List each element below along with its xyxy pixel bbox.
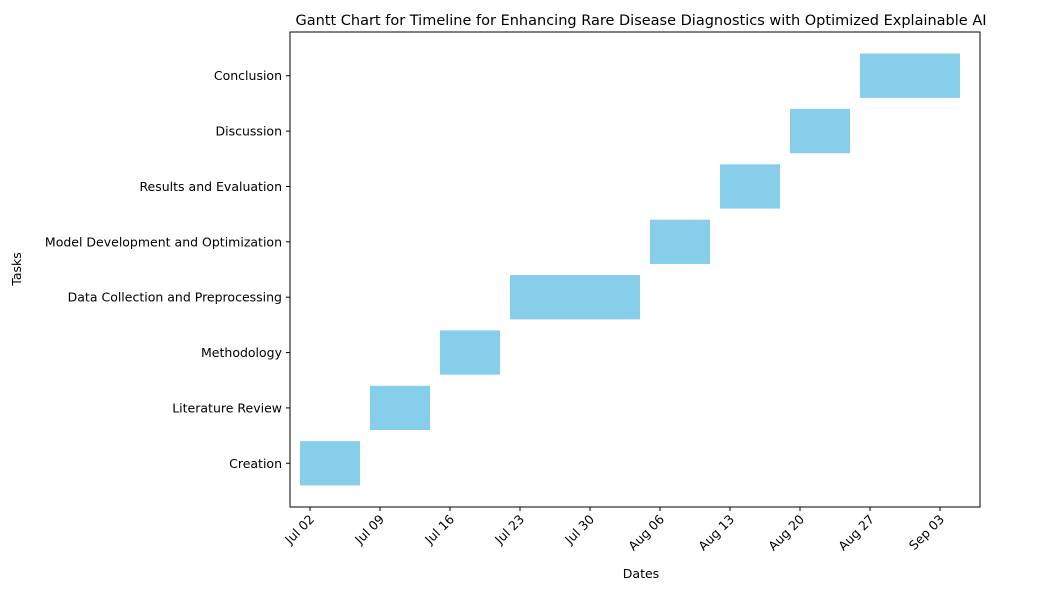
- y-tick-label: Methodology: [201, 345, 283, 360]
- y-tick-label: Creation: [229, 456, 282, 471]
- y-tick-label: Literature Review: [172, 400, 282, 415]
- x-tick-label: Aug 20: [765, 511, 807, 553]
- y-tick-label: Conclusion: [214, 68, 282, 83]
- y-tick-label: Model Development and Optimization: [45, 234, 282, 249]
- gantt-bar: [720, 164, 780, 209]
- x-tick-label: Aug 27: [835, 512, 877, 554]
- gantt-bar: [790, 108, 850, 154]
- gantt-bar: [650, 219, 710, 264]
- plot-frame: [289, 31, 981, 508]
- chart-title: Gantt Chart for Timeline for Enhancing R…: [295, 13, 986, 29]
- x-tick-label: Aug 06: [625, 511, 667, 553]
- x-tick-label: Sep 03: [906, 512, 947, 553]
- x-tick-label: Jul 30: [561, 511, 597, 547]
- y-axis: Creation Literature Review Methodology Data…: [45, 68, 290, 471]
- x-tick-label: Aug 13: [695, 512, 737, 554]
- x-tick-label: Jul 16: [421, 511, 457, 547]
- gantt-bar: [860, 53, 960, 98]
- y-tick-label: Data Collection and Preprocessing: [68, 290, 282, 305]
- gantt-bar: [440, 330, 500, 375]
- y-tick-label: Discussion: [216, 124, 282, 139]
- y-tick-label: Results and Evaluation: [139, 179, 282, 194]
- x-tick-label: Jul 23: [491, 512, 527, 548]
- bars-layer: [300, 53, 960, 486]
- gantt-bar: [370, 385, 430, 431]
- gantt-bar: [300, 441, 360, 486]
- gantt-bar: [510, 275, 640, 320]
- y-axis-label: Tasks: [9, 252, 24, 287]
- x-axis-label: Dates: [623, 566, 659, 581]
- x-tick-label: Jul 09: [351, 511, 387, 547]
- x-tick-label: Jul 02: [281, 512, 317, 548]
- x-axis: Jul 02 Jul 09 Jul 16 Jul 23 Jul 30 Aug 06 Aug …: [281, 507, 947, 553]
